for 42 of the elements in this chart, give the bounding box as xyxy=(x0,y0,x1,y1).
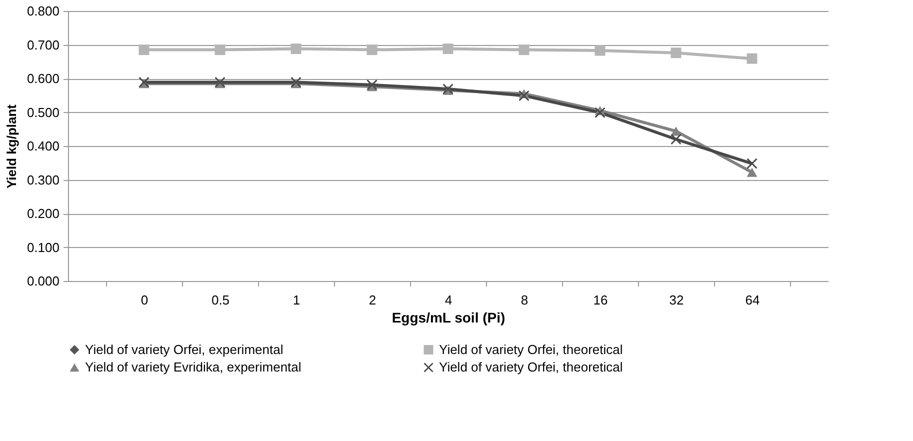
point xyxy=(670,48,682,58)
y-tick-label: 0.000 xyxy=(26,274,60,288)
point xyxy=(366,80,378,90)
point xyxy=(746,168,758,177)
y-axis-title: Yield kg/plant xyxy=(4,104,19,189)
legend-label: Yield of variety Orfei, theoretical xyxy=(439,342,623,357)
point xyxy=(214,44,226,56)
x-tick-label: 8 xyxy=(520,292,528,308)
y-tick-label: 0.700 xyxy=(26,37,60,52)
y-tick-label: 0.300 xyxy=(26,172,60,188)
point xyxy=(290,44,302,54)
point xyxy=(214,76,226,88)
x-tick-label: 16 xyxy=(593,292,608,308)
legend-label: Yield of variety Orfei, theoretical xyxy=(439,360,623,374)
point xyxy=(518,90,530,101)
point xyxy=(594,45,606,56)
y-tick-label: 0.800 xyxy=(26,4,60,18)
legend-label: Yield of variety Evridika, experimental xyxy=(85,360,302,374)
legend-label: Yield of variety Orfei, experimental xyxy=(85,342,284,357)
point xyxy=(670,134,682,144)
point xyxy=(594,107,606,118)
x-tick-label: 1 xyxy=(292,292,300,308)
point xyxy=(746,53,758,64)
y-tick-label: 0.500 xyxy=(26,104,60,120)
x-axis-title: Eggs/mL soil (Pi) xyxy=(392,310,506,326)
point xyxy=(746,158,758,169)
x-tick-label: 2 xyxy=(368,292,376,308)
point xyxy=(518,44,530,56)
y-tick-label: 0.200 xyxy=(26,206,60,221)
point xyxy=(138,44,150,56)
y-tick-label: 0.100 xyxy=(26,240,60,255)
y-tick-label: 0.400 xyxy=(26,138,60,154)
y-tick-label: 0.600 xyxy=(26,71,60,86)
point xyxy=(138,76,150,88)
x-tick-label: 4 xyxy=(444,292,452,308)
x-tick-label: 32 xyxy=(669,292,684,308)
x-tick-label: 0.5 xyxy=(211,292,230,308)
x-tick-label: 64 xyxy=(745,292,760,308)
point xyxy=(290,76,302,88)
x-tick-label: 0 xyxy=(140,292,148,308)
point xyxy=(366,44,378,56)
point xyxy=(442,44,454,54)
